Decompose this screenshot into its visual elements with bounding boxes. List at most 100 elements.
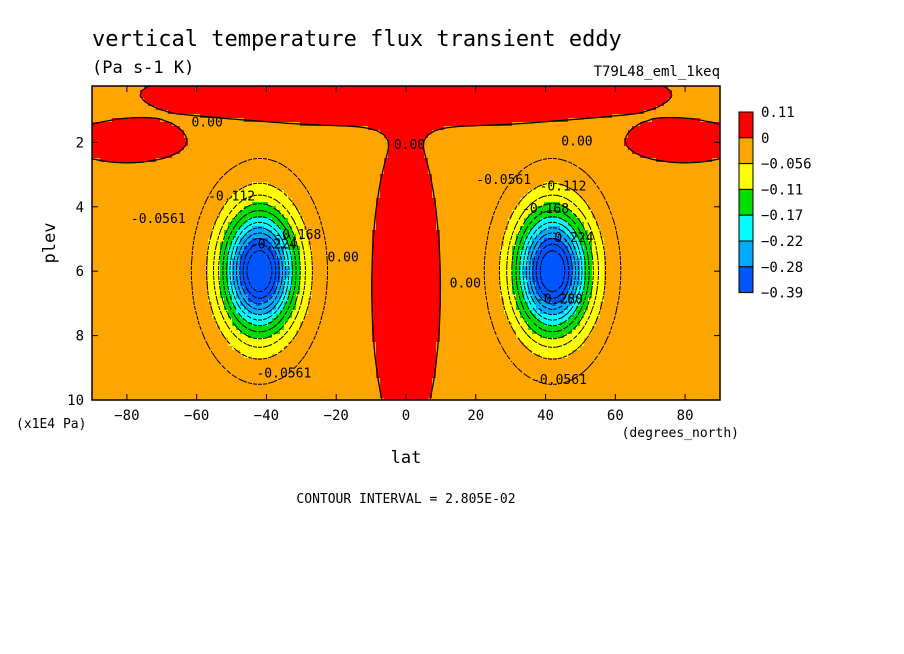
contour-cell — [100, 142, 105, 147]
contour-cell — [244, 338, 249, 343]
contour-cell — [140, 286, 145, 291]
contour-cell — [148, 162, 153, 167]
contour-cell — [256, 114, 261, 119]
contour-cell — [284, 358, 289, 363]
contour-cell — [256, 134, 261, 139]
contour-cell — [220, 306, 225, 311]
contour-cell — [316, 98, 321, 103]
contour-cell — [300, 290, 305, 295]
contour-cell — [272, 294, 277, 299]
contour-cell — [240, 282, 245, 287]
contour-cell — [132, 86, 137, 91]
contour-cell — [324, 166, 329, 171]
contour-cell — [208, 266, 213, 271]
contour-cell — [172, 318, 177, 323]
contour-cell — [240, 258, 245, 263]
contour-cell — [184, 186, 189, 191]
contour-cell — [108, 122, 113, 127]
contour-cell — [292, 206, 297, 211]
contour-cell — [148, 122, 153, 127]
contour-cell — [188, 118, 193, 123]
contour-cell — [292, 146, 297, 151]
contour-cell — [116, 90, 121, 95]
contour-cell — [164, 138, 169, 143]
contour-cell — [188, 122, 193, 127]
contour-cell — [216, 250, 221, 255]
contour-cell — [148, 126, 153, 131]
contour-cell — [244, 278, 249, 283]
contour-cell — [324, 362, 329, 367]
contour-cell — [300, 178, 305, 183]
contour-cell — [220, 138, 225, 143]
contour-cell — [184, 362, 189, 367]
contour-cell — [128, 278, 133, 283]
contour-cell — [336, 310, 341, 315]
contour-cell — [176, 94, 181, 99]
contour-cell — [92, 210, 97, 215]
contour-cell — [280, 218, 285, 223]
contour-cell — [244, 214, 249, 219]
contour-cell — [284, 182, 289, 187]
contour-cell — [200, 214, 205, 219]
contour-cell — [152, 266, 157, 271]
contour-cell — [108, 350, 113, 355]
contour-cell — [260, 326, 265, 331]
contour-cell — [148, 130, 153, 135]
contour-cell — [104, 346, 109, 351]
contour-cell — [284, 234, 289, 239]
contour-cell — [168, 238, 173, 243]
contour-cell — [120, 322, 125, 327]
contour-cell — [180, 370, 185, 375]
contour-cell — [308, 318, 313, 323]
contour-cell — [148, 294, 153, 299]
contour-cell — [272, 246, 277, 251]
contour-cell — [332, 394, 337, 399]
contour-cell — [96, 302, 101, 307]
contour-cell — [244, 358, 249, 363]
contour-cell — [268, 182, 273, 187]
contour-cell — [244, 186, 249, 191]
contour-cell — [236, 338, 241, 343]
contour-cell — [244, 182, 249, 187]
contour-cell — [304, 394, 309, 399]
contour-cell — [244, 102, 249, 107]
contour-cell — [228, 398, 233, 400]
contour-cell — [296, 178, 301, 183]
contour-cell — [324, 210, 329, 215]
contour-cell — [140, 350, 145, 355]
contour-cell — [168, 286, 173, 291]
contour-cell — [296, 130, 301, 135]
contour-cell — [332, 258, 337, 263]
contour-cell — [232, 138, 237, 143]
contour-cell — [196, 186, 201, 191]
contour-cell — [204, 106, 209, 111]
contour-cell — [328, 374, 333, 379]
contour-cell — [272, 298, 277, 303]
contour-cell — [172, 242, 177, 247]
contour-cell — [224, 210, 229, 215]
contour-cell — [212, 390, 217, 395]
contour-cell — [276, 146, 281, 151]
contour-cell — [120, 230, 125, 235]
contour-cell — [100, 202, 105, 207]
contour-cell — [156, 210, 161, 215]
contour-cell — [284, 370, 289, 375]
contour-cell — [144, 270, 149, 275]
contour-cell — [104, 334, 109, 339]
contour-cell — [148, 110, 153, 115]
contour-cell — [160, 278, 165, 283]
contour-cell — [296, 90, 301, 95]
contour-cell — [328, 122, 333, 127]
contour-cell — [148, 370, 153, 375]
contour-cell — [100, 286, 105, 291]
contour-cell — [188, 274, 193, 279]
contour-cell — [292, 222, 297, 227]
contour-cell — [304, 294, 309, 299]
contour-cell — [164, 134, 169, 139]
contour-cell — [188, 362, 193, 367]
contour-cell — [328, 202, 333, 207]
contour-cell — [328, 238, 333, 243]
contour-cell — [204, 130, 209, 135]
contour-cell — [192, 106, 197, 111]
contour-cell — [176, 230, 181, 235]
